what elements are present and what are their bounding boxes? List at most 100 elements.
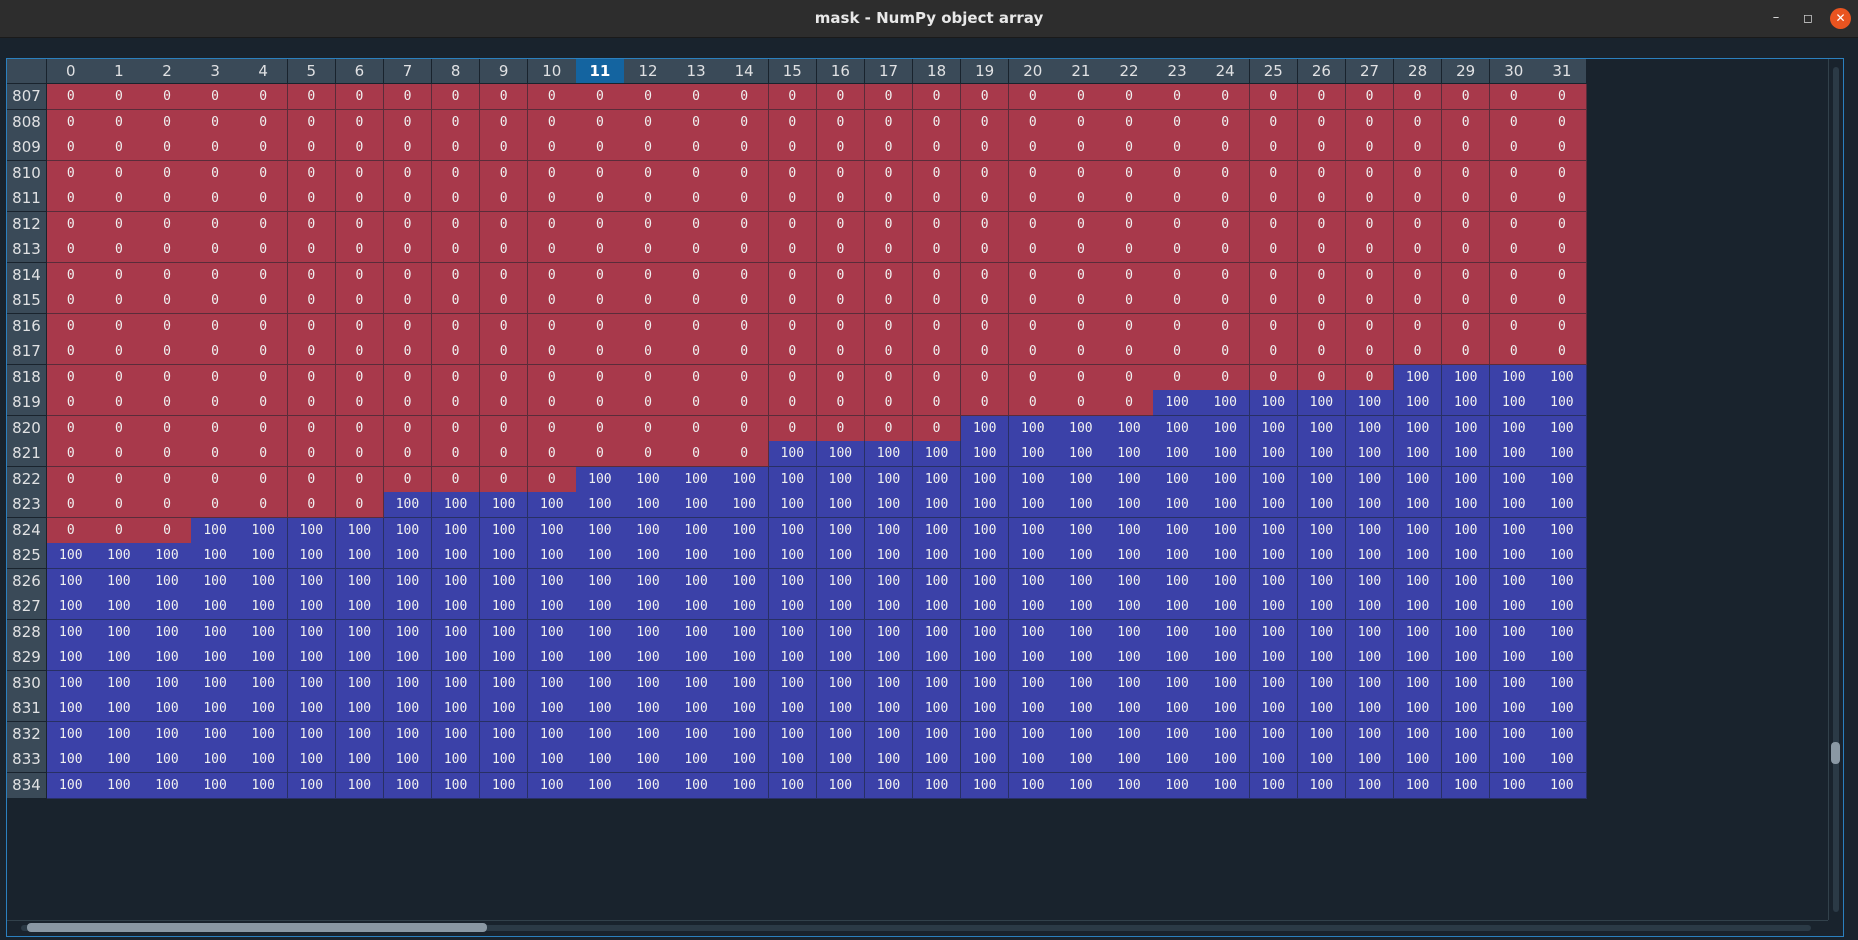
table-cell[interactable]: 100 <box>1249 441 1299 467</box>
table-cell[interactable]: 100 <box>287 696 337 722</box>
table-cell[interactable]: 0 <box>768 262 818 289</box>
table-cell[interactable]: 100 <box>191 670 240 697</box>
table-cell[interactable]: 100 <box>672 721 721 748</box>
column-header-7[interactable]: 7 <box>383 59 433 84</box>
table-cell[interactable]: 0 <box>672 211 721 238</box>
table-cell[interactable]: 100 <box>816 492 866 518</box>
vertical-scrollbar[interactable] <box>1828 59 1843 920</box>
table-cell[interactable]: 100 <box>960 415 1010 442</box>
table-cell[interactable]: 100 <box>816 517 866 544</box>
table-cell[interactable]: 100 <box>576 543 625 569</box>
table-cell[interactable]: 0 <box>335 211 385 238</box>
table-cell[interactable]: 100 <box>1490 390 1539 416</box>
table-cell[interactable]: 100 <box>912 645 962 671</box>
table-cell[interactable]: 100 <box>287 772 337 799</box>
table-cell[interactable]: 0 <box>287 466 337 493</box>
table-cell[interactable]: 100 <box>431 772 481 799</box>
table-cell[interactable]: 0 <box>1009 160 1058 187</box>
table-cell[interactable]: 0 <box>1009 390 1058 416</box>
row-header-817[interactable]: 817 <box>7 339 47 365</box>
table-cell[interactable]: 0 <box>1441 262 1491 289</box>
table-cell[interactable]: 100 <box>960 747 1010 773</box>
table-cell[interactable]: 0 <box>1538 160 1587 187</box>
table-cell[interactable]: 100 <box>1201 594 1250 620</box>
table-cell[interactable]: 100 <box>672 466 721 493</box>
table-cell[interactable]: 100 <box>720 645 769 671</box>
table-cell[interactable]: 0 <box>1538 84 1587 110</box>
table-cell[interactable]: 0 <box>1538 211 1587 238</box>
table-cell[interactable]: 100 <box>191 645 240 671</box>
column-header-30[interactable]: 30 <box>1490 59 1539 84</box>
table-cell[interactable]: 100 <box>1249 619 1299 646</box>
table-cell[interactable]: 0 <box>1153 313 1202 340</box>
table-cell[interactable]: 0 <box>720 109 769 136</box>
column-header-16[interactable]: 16 <box>816 59 866 84</box>
table-cell[interactable]: 0 <box>864 415 914 442</box>
table-cell[interactable]: 100 <box>768 466 818 493</box>
table-cell[interactable]: 100 <box>1490 543 1539 569</box>
table-cell[interactable]: 0 <box>479 415 529 442</box>
table-cell[interactable]: 100 <box>335 645 385 671</box>
table-cell[interactable]: 0 <box>768 237 818 263</box>
table-cell[interactable]: 100 <box>1249 492 1299 518</box>
row-header-826[interactable]: 826 <box>7 568 47 595</box>
horizontal-scrollbar[interactable] <box>7 920 1828 936</box>
table-cell[interactable]: 0 <box>143 237 192 263</box>
table-cell[interactable]: 0 <box>864 84 914 110</box>
table-cell[interactable]: 100 <box>672 492 721 518</box>
column-header-10[interactable]: 10 <box>528 59 577 84</box>
table-cell[interactable]: 100 <box>960 772 1010 799</box>
table-cell[interactable]: 0 <box>95 186 144 212</box>
table-cell[interactable]: 0 <box>479 313 529 340</box>
table-cell[interactable]: 100 <box>672 619 721 646</box>
table-cell[interactable]: 100 <box>47 594 96 620</box>
table-cell[interactable]: 0 <box>672 390 721 416</box>
column-header-29[interactable]: 29 <box>1441 59 1491 84</box>
table-cell[interactable]: 100 <box>143 747 192 773</box>
table-cell[interactable]: 0 <box>1538 288 1587 314</box>
table-cell[interactable]: 100 <box>624 466 673 493</box>
minimize-button[interactable]: – <box>1772 10 1780 25</box>
column-header-21[interactable]: 21 <box>1057 59 1106 84</box>
table-cell[interactable]: 0 <box>624 262 673 289</box>
row-header-821[interactable]: 821 <box>7 441 47 467</box>
table-cell[interactable]: 100 <box>816 594 866 620</box>
table-cell[interactable]: 100 <box>672 747 721 773</box>
table-cell[interactable]: 100 <box>1057 441 1106 467</box>
table-cell[interactable]: 100 <box>431 568 481 595</box>
table-cell[interactable]: 0 <box>864 237 914 263</box>
table-cell[interactable]: 0 <box>239 466 288 493</box>
table-cell[interactable]: 0 <box>528 262 577 289</box>
table-cell[interactable]: 0 <box>143 135 192 161</box>
table-cell[interactable]: 0 <box>1153 211 1202 238</box>
table-cell[interactable]: 0 <box>528 415 577 442</box>
table-cell[interactable]: 0 <box>960 109 1010 136</box>
table-cell[interactable]: 100 <box>95 645 144 671</box>
table-cell[interactable]: 100 <box>1441 721 1491 748</box>
column-header-3[interactable]: 3 <box>191 59 240 84</box>
table-cell[interactable]: 0 <box>576 288 625 314</box>
table-cell[interactable]: 0 <box>576 441 625 467</box>
table-cell[interactable]: 0 <box>1009 84 1058 110</box>
table-cell[interactable]: 100 <box>1009 415 1058 442</box>
table-cell[interactable]: 0 <box>335 339 385 365</box>
table-cell[interactable]: 100 <box>528 772 577 799</box>
table-cell[interactable]: 100 <box>1297 721 1347 748</box>
table-cell[interactable]: 100 <box>1441 466 1491 493</box>
table-cell[interactable]: 100 <box>1490 696 1539 722</box>
table-cell[interactable]: 0 <box>1297 288 1347 314</box>
table-cell[interactable]: 100 <box>1393 594 1443 620</box>
table-cell[interactable]: 100 <box>1490 364 1539 391</box>
table-cell[interactable]: 0 <box>431 186 481 212</box>
table-cell[interactable]: 100 <box>95 543 144 569</box>
table-cell[interactable]: 0 <box>1153 288 1202 314</box>
table-cell[interactable]: 100 <box>528 492 577 518</box>
table-cell[interactable]: 0 <box>287 109 337 136</box>
table-cell[interactable]: 0 <box>287 262 337 289</box>
table-cell[interactable]: 100 <box>1393 517 1443 544</box>
table-cell[interactable]: 0 <box>1105 160 1154 187</box>
table-cell[interactable]: 100 <box>816 543 866 569</box>
table-cell[interactable]: 0 <box>383 160 433 187</box>
table-cell[interactable]: 0 <box>1345 364 1395 391</box>
table-cell[interactable]: 0 <box>864 339 914 365</box>
